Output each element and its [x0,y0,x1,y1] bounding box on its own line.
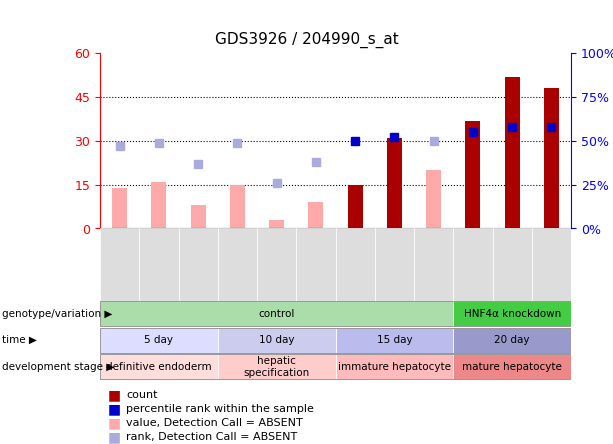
FancyBboxPatch shape [375,229,414,301]
FancyBboxPatch shape [218,328,335,353]
Bar [544,88,559,229]
FancyBboxPatch shape [335,328,453,353]
Bar [465,121,481,229]
FancyBboxPatch shape [453,301,571,326]
Text: percentile rank within the sample: percentile rank within the sample [126,404,314,414]
Text: ■: ■ [108,402,121,416]
Text: hepatic
specification: hepatic specification [243,356,310,377]
FancyBboxPatch shape [218,229,257,301]
Text: immature hepatocyte: immature hepatocyte [338,362,451,372]
Text: rank, Detection Call = ABSENT: rank, Detection Call = ABSENT [126,432,298,442]
FancyBboxPatch shape [296,229,335,301]
FancyBboxPatch shape [257,229,296,301]
Bar [348,185,363,229]
Text: ■: ■ [108,430,121,444]
Bar [269,220,284,229]
Text: count: count [126,390,158,400]
FancyBboxPatch shape [218,354,335,380]
Bar [426,170,441,229]
Text: ■: ■ [108,416,121,430]
Text: genotype/variation ▶: genotype/variation ▶ [2,309,112,319]
FancyBboxPatch shape [335,229,375,301]
FancyBboxPatch shape [453,229,492,301]
Text: HNF4α knockdown: HNF4α knockdown [463,309,561,319]
Text: control: control [259,309,295,319]
Bar [387,138,402,229]
Text: value, Detection Call = ABSENT: value, Detection Call = ABSENT [126,418,303,428]
Text: 10 day: 10 day [259,335,294,345]
FancyBboxPatch shape [335,354,453,380]
Text: GDS3926 / 204990_s_at: GDS3926 / 204990_s_at [215,31,398,48]
FancyBboxPatch shape [414,229,453,301]
Text: development stage ▶: development stage ▶ [2,362,114,372]
Text: 20 day: 20 day [494,335,530,345]
FancyBboxPatch shape [453,354,571,380]
Bar [504,77,520,229]
Bar [308,202,324,229]
FancyBboxPatch shape [100,328,218,353]
FancyBboxPatch shape [492,229,531,301]
Text: mature hepatocyte: mature hepatocyte [462,362,562,372]
FancyBboxPatch shape [531,229,571,301]
FancyBboxPatch shape [178,229,218,301]
FancyBboxPatch shape [100,229,139,301]
Text: time ▶: time ▶ [2,335,37,345]
FancyBboxPatch shape [100,354,218,380]
Text: 5 day: 5 day [145,335,173,345]
Text: definitive endoderm: definitive endoderm [106,362,211,372]
Bar [230,185,245,229]
Text: ■: ■ [108,388,121,402]
FancyBboxPatch shape [453,328,571,353]
FancyBboxPatch shape [139,229,178,301]
Bar [191,205,206,229]
FancyBboxPatch shape [100,301,453,326]
Bar [112,188,127,229]
Bar [151,182,167,229]
Text: 15 day: 15 day [376,335,412,345]
